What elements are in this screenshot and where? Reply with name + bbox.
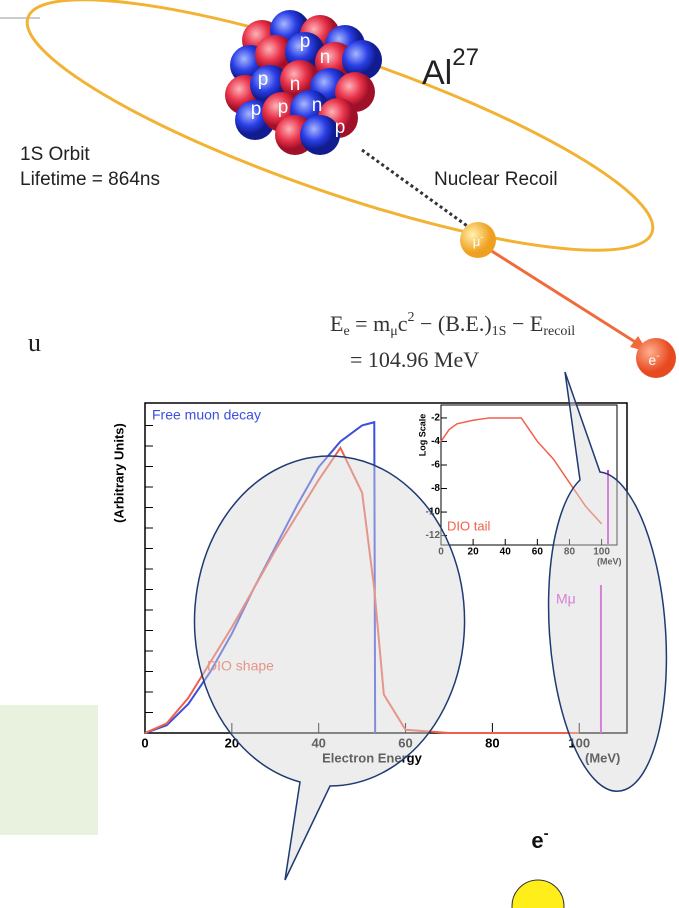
equation-part: − (B.E.) bbox=[414, 311, 491, 336]
element: Al27 bbox=[422, 44, 479, 92]
recoil-label: Nuclear Recoil bbox=[434, 169, 558, 190]
nucleon-letter: p bbox=[335, 117, 346, 138]
lifetime-label: Lifetime = 864ns bbox=[20, 169, 160, 190]
nucleon-letter: p bbox=[258, 69, 269, 90]
x-tick-label: 20 bbox=[468, 547, 480, 558]
y-axis-label: Log Scale bbox=[417, 414, 427, 457]
series-label: DIO tail bbox=[447, 518, 490, 533]
equation-part: recoil bbox=[543, 324, 575, 339]
slide: pnpnppnp μ- e- Al27 1S Orbit Lifetime = … bbox=[0, 0, 679, 908]
muon-symbol: μ bbox=[473, 234, 481, 249]
equation-part: μ bbox=[390, 324, 398, 339]
equation-part: − E bbox=[506, 311, 543, 336]
electron-symbol: e bbox=[648, 352, 656, 368]
equation-part: = m bbox=[350, 311, 391, 336]
equation-part: 2 bbox=[407, 310, 414, 325]
nucleon-letter: n bbox=[290, 74, 301, 95]
speech-bubble bbox=[195, 456, 465, 880]
orbit-label: 1S Orbit bbox=[20, 144, 90, 165]
electron-charge: - bbox=[656, 351, 659, 362]
y-tick-label: -4 bbox=[431, 436, 440, 447]
bottom-electron-symbol: e bbox=[531, 828, 543, 853]
series-label: Free muon decay bbox=[152, 407, 261, 423]
nucleon-letter: p bbox=[278, 97, 289, 118]
equation-part: c bbox=[398, 311, 408, 336]
y-tick-label: -8 bbox=[431, 483, 440, 494]
mass-number: 27 bbox=[452, 44, 479, 71]
equation-line: Ee = mμc2 − (B.E.)1S − Erecoil bbox=[330, 310, 575, 339]
y-tick-label: -6 bbox=[431, 460, 440, 471]
nucleon-letter: p bbox=[251, 99, 262, 120]
green-box bbox=[0, 705, 98, 835]
x-tick-label: 40 bbox=[500, 547, 512, 558]
x-tick-label: 80 bbox=[485, 735, 499, 750]
equation-part: 1S bbox=[492, 324, 507, 339]
nucleon-letter: n bbox=[320, 47, 331, 68]
y-tick-label: -2 bbox=[431, 413, 440, 424]
cut-text: u bbox=[28, 328, 41, 357]
equation-part: E bbox=[330, 311, 343, 336]
y-axis-label: (Arbitrary Units) bbox=[111, 423, 126, 523]
x-tick-label: 60 bbox=[532, 547, 544, 558]
nucleon-letter: p bbox=[300, 31, 311, 52]
x-tick-label: 0 bbox=[141, 735, 148, 750]
bottom-electron-charge: - bbox=[544, 825, 549, 842]
bottom-electron-label: e- bbox=[531, 825, 548, 853]
element-symbol: Al bbox=[422, 54, 452, 92]
equation-line: = 104.96 MeV bbox=[350, 347, 479, 372]
nucleon-letter: n bbox=[312, 95, 323, 116]
bottom-electron bbox=[512, 880, 564, 908]
muon-charge: - bbox=[480, 232, 483, 242]
